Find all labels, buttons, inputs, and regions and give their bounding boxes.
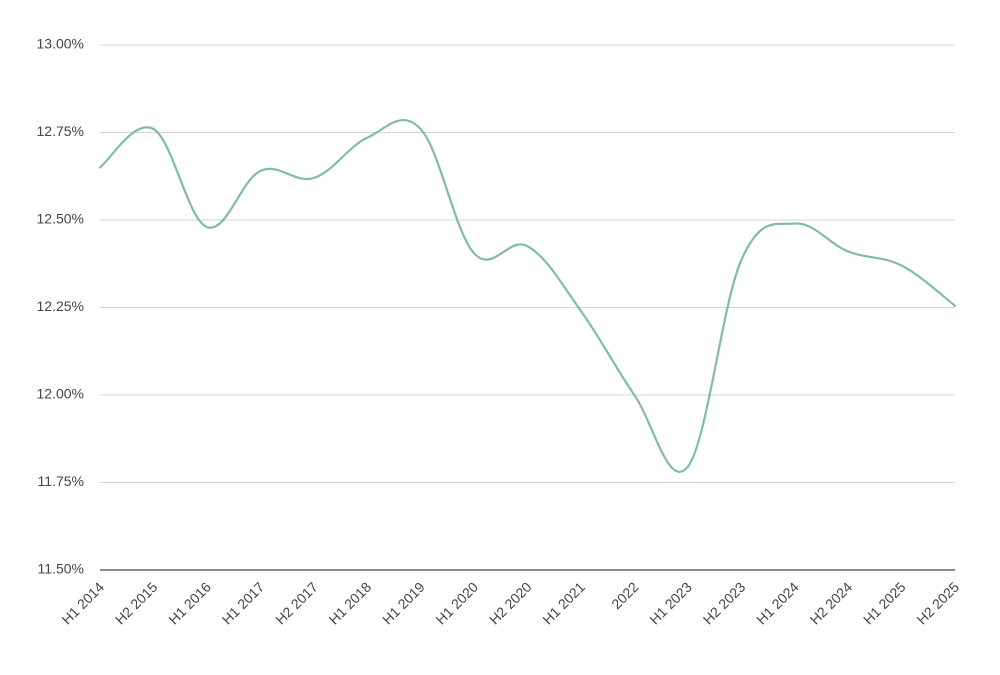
y-tick-label: 11.75% [38,473,84,489]
x-tick-label: H2 2017 [272,579,321,628]
x-tick-label: H2 2025 [913,579,962,628]
x-tick-label: H1 2025 [860,579,909,628]
y-tick-label: 12.75% [37,123,84,139]
x-tick-label: 2022 [608,579,641,612]
y-axis-labels: 11.50% 11.75% 12.00% 12.25% 12.50% 12.75% 13.0… [37,36,84,577]
x-tick-label: H1 2017 [219,579,268,628]
series-line [98,118,957,473]
x-tick-label: H1 2016 [165,579,214,628]
x-tick-label: H1 2023 [646,579,695,628]
x-tick-label: H1 2021 [539,579,588,628]
x-tick-label: H2 2015 [112,579,161,628]
x-tick-label: H1 2024 [753,579,802,628]
y-tick-label: 12.00% [37,386,84,402]
x-tick-label: H1 2020 [432,579,481,628]
x-tick-label: H2 2020 [486,579,535,628]
y-tick-label: 13.00% [37,36,84,52]
y-tick-label: 12.50% [37,211,84,227]
gridlines [100,44,955,483]
x-tick-label: H2 2024 [807,579,856,628]
x-tick-label: H1 2019 [379,579,428,628]
x-tick-label: H1 2018 [326,579,375,628]
x-axis-labels: H1 2014 H2 2015 H1 2016 H1 2017 H2 2017 H1 20… [58,579,962,628]
x-tick-label: H1 2014 [58,579,107,628]
y-tick-label: 11.50% [38,561,84,577]
x-tick-label: H2 2023 [700,579,749,628]
y-tick-label: 12.25% [37,298,84,314]
